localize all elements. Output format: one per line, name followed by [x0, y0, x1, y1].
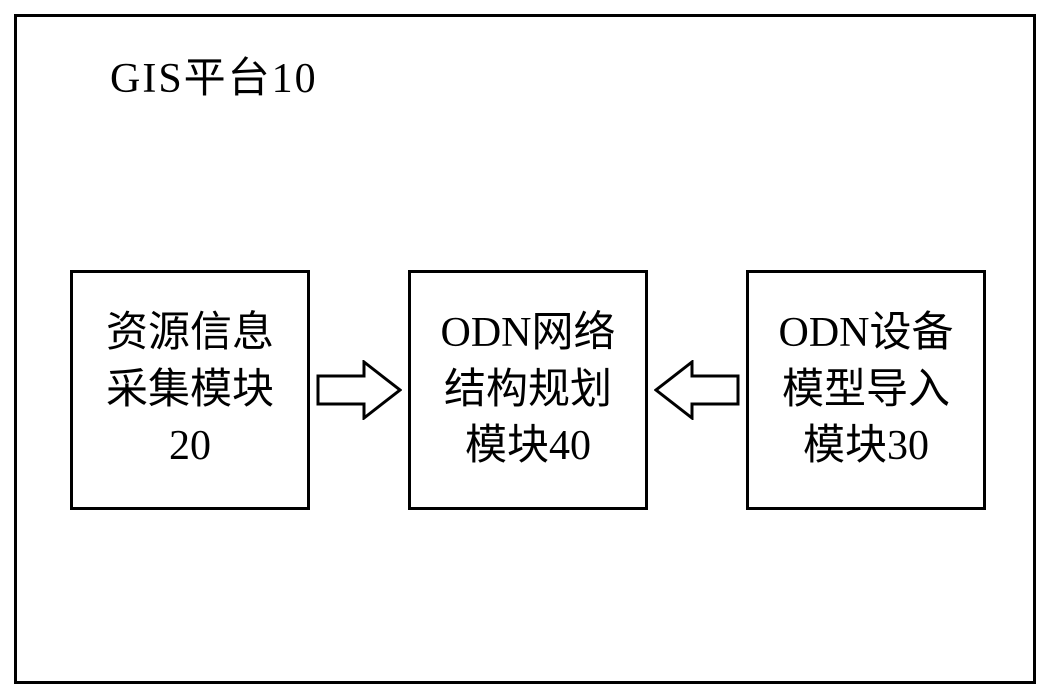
module-label: 资源信息 采集模块 20: [106, 305, 274, 475]
resource-info-module: 资源信息 采集模块 20: [70, 270, 310, 510]
arrow-left-icon: [654, 360, 740, 420]
module-line: ODN设备: [779, 310, 954, 356]
module-line: 结构规划: [444, 367, 612, 413]
odn-network-plan-module: ODN网络 结构规划 模块40: [408, 270, 648, 510]
module-line: 资源信息: [106, 310, 274, 356]
module-line: 采集模块: [106, 367, 274, 413]
module-line: 20: [169, 423, 211, 469]
platform-title: GIS平台10: [110, 44, 318, 105]
module-label: ODN设备 模型导入 模块30: [779, 305, 954, 475]
module-line: 模块40: [465, 423, 591, 469]
module-line: ODN网络: [441, 310, 616, 356]
module-line: 模块30: [803, 423, 929, 469]
module-label: ODN网络 结构规划 模块40: [441, 305, 616, 475]
odn-device-import-module: ODN设备 模型导入 模块30: [746, 270, 986, 510]
arrow-right-icon: [316, 360, 402, 420]
module-line: 模型导入: [782, 367, 950, 413]
